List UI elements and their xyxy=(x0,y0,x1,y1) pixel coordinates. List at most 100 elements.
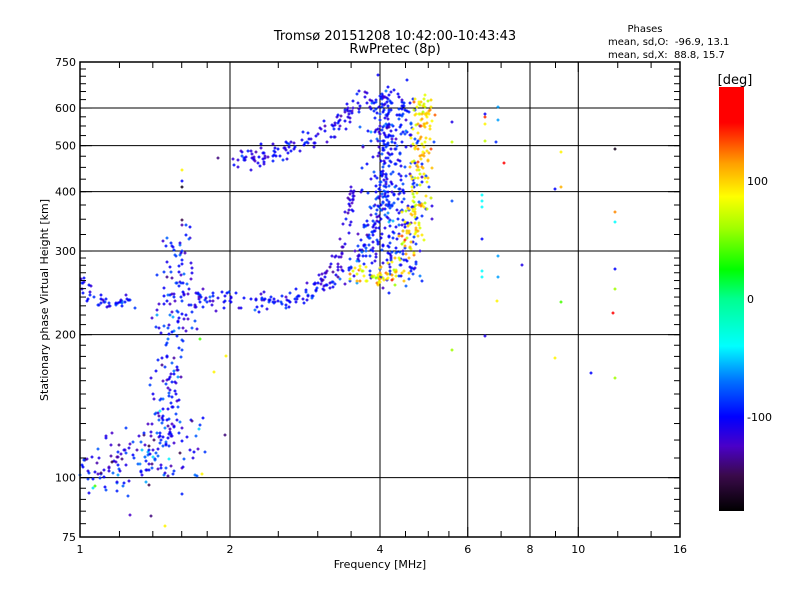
echo-point xyxy=(386,251,390,255)
echo-point xyxy=(114,301,118,305)
isolated-echo-point xyxy=(180,179,184,183)
echo-point xyxy=(377,281,381,285)
echo-point xyxy=(293,297,297,301)
echo-point xyxy=(262,162,266,166)
echo-point xyxy=(379,159,383,163)
echo-point xyxy=(400,234,404,238)
echo-point xyxy=(348,116,352,120)
echo-point xyxy=(103,300,107,304)
isolated-echo-point xyxy=(613,376,617,380)
echo-point xyxy=(400,242,404,246)
echo-point xyxy=(388,252,392,256)
echo-point xyxy=(194,291,198,295)
chart-subtitle: RwPretec (8p) xyxy=(349,42,440,57)
echo-point xyxy=(356,232,360,236)
x-tick-label: 16 xyxy=(673,543,687,556)
echo-point xyxy=(374,255,378,259)
echo-point xyxy=(397,234,401,238)
echo-point xyxy=(85,457,89,461)
echo-point xyxy=(285,157,289,161)
echo-point xyxy=(154,325,158,329)
isolated-echo-point xyxy=(559,300,563,304)
echo-point xyxy=(397,211,401,215)
isolated-echo-point xyxy=(483,122,487,126)
echo-point xyxy=(384,122,388,126)
echo-point xyxy=(415,168,419,172)
echo-point xyxy=(351,106,355,110)
echo-point xyxy=(150,422,154,426)
echo-point xyxy=(382,178,386,182)
echo-point xyxy=(168,302,172,306)
isolated-echo-point xyxy=(216,156,220,160)
echo-point xyxy=(375,215,379,219)
echo-point xyxy=(184,329,188,333)
isolated-echo-point xyxy=(480,205,484,209)
echo-point xyxy=(358,267,362,271)
echo-point xyxy=(369,248,373,252)
echo-point xyxy=(417,221,421,225)
echo-point xyxy=(172,441,176,445)
echo-point xyxy=(109,454,113,458)
echo-point xyxy=(382,148,386,152)
echo-point xyxy=(355,92,359,96)
echo-point xyxy=(357,253,361,257)
echo-point xyxy=(426,159,430,163)
echo-point xyxy=(349,265,353,269)
echo-point xyxy=(162,324,166,328)
echo-point xyxy=(407,271,411,275)
echo-point xyxy=(223,294,227,298)
isolated-echo-point xyxy=(450,348,454,352)
echo-point xyxy=(415,141,419,145)
echo-point xyxy=(285,298,289,302)
echo-point xyxy=(284,295,288,299)
echo-point xyxy=(163,471,167,475)
echo-point xyxy=(387,93,391,97)
echo-point xyxy=(203,298,207,302)
echo-point xyxy=(318,126,322,130)
isolated-echo-point xyxy=(198,337,202,341)
echo-point xyxy=(269,295,273,299)
echo-point xyxy=(401,252,405,256)
echo-point xyxy=(189,303,193,307)
echo-point xyxy=(120,301,124,305)
echo-point xyxy=(175,281,179,285)
echo-point xyxy=(371,240,375,244)
echo-point xyxy=(359,190,363,194)
echo-point xyxy=(351,99,355,103)
echo-point xyxy=(343,282,347,286)
isolated-echo-point xyxy=(163,524,167,528)
echo-point xyxy=(250,152,254,156)
echo-point xyxy=(164,382,168,386)
echo-point xyxy=(382,131,386,135)
x-tick-label: 2 xyxy=(227,543,234,556)
echo-point xyxy=(164,343,168,347)
echo-point xyxy=(194,434,198,438)
echo-point xyxy=(423,201,427,205)
echo-point xyxy=(414,123,418,127)
echo-point xyxy=(428,127,432,131)
echo-point xyxy=(381,243,385,247)
echo-point xyxy=(171,245,175,249)
echo-point xyxy=(185,435,189,439)
echo-point xyxy=(116,450,120,454)
echo-point xyxy=(276,299,280,303)
echo-point xyxy=(348,223,352,227)
echo-point xyxy=(426,99,430,103)
echo-point xyxy=(390,278,394,282)
echo-point xyxy=(333,135,337,139)
echo-point xyxy=(378,124,382,128)
echo-point xyxy=(165,260,169,264)
echo-point xyxy=(426,176,430,180)
echo-point xyxy=(314,134,318,138)
echo-point xyxy=(162,473,166,477)
x-tick-label: 6 xyxy=(464,543,471,556)
echo-point xyxy=(343,119,347,123)
echo-point xyxy=(379,96,383,100)
echo-point xyxy=(397,107,401,111)
echo-point xyxy=(420,180,424,184)
echo-point xyxy=(422,154,426,158)
echo-point xyxy=(198,293,202,297)
echo-point xyxy=(393,141,397,145)
echo-point xyxy=(192,450,196,454)
colorbar xyxy=(719,87,744,511)
